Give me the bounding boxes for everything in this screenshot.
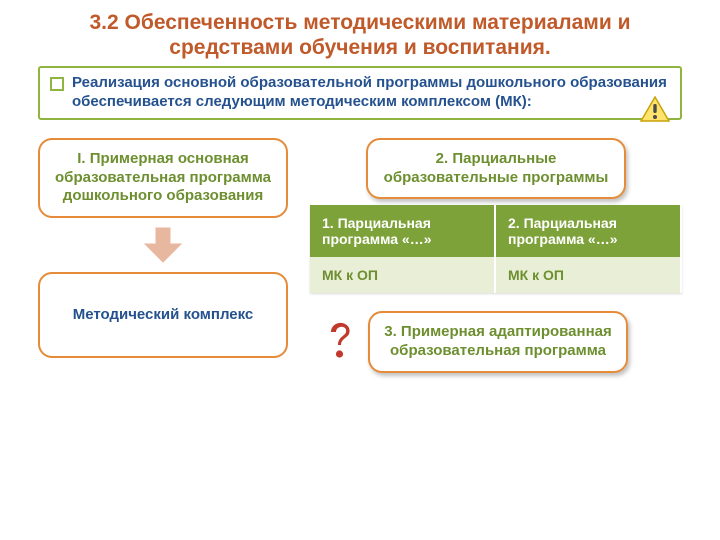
question-row: 3. Примерная адаптированная образователь… (324, 311, 628, 373)
table-cell: МК к ОП (495, 257, 681, 293)
bullet-square-icon (50, 77, 64, 91)
arrow-down-icon (141, 226, 185, 264)
intro-text: Реализация основной образовательной прог… (72, 74, 670, 112)
table-row: МК к ОПМК к ОП (310, 257, 681, 293)
slide-title: 3.2 Обеспеченность методическими материа… (38, 10, 682, 60)
left-column: I. Примерная основная образовательная пр… (38, 138, 288, 373)
intro-box: Реализация основной образовательной прог… (38, 66, 682, 120)
table-cell: МК к ОП (310, 257, 495, 293)
table-header-cell: 2. Парциальная программа «…» (495, 205, 681, 257)
box-primary-program: I. Примерная основная образовательная пр… (38, 138, 288, 218)
slide-root: 3.2 Обеспеченность методическими материа… (0, 0, 720, 540)
box-method-complex-text: Методический комплекс (73, 306, 254, 325)
partial-programs-table: 1. Парциальная программа «…»2. Парциальн… (310, 205, 682, 293)
box-adapted-program-text: 3. Примерная адаптированная образователь… (384, 323, 612, 359)
intro-row: Реализация основной образовательной прог… (50, 74, 670, 112)
columns: I. Примерная основная образовательная пр… (38, 138, 682, 373)
question-mark-icon (324, 320, 356, 364)
box-primary-program-text: I. Примерная основная образовательная пр… (55, 150, 271, 205)
box-partial-programs: 2. Парциальные образовательные программы (366, 138, 626, 200)
table-header-row: 1. Парциальная программа «…»2. Парциальн… (310, 205, 681, 257)
box-partial-programs-text: 2. Парциальные образовательные программы (384, 150, 609, 186)
table-header-cell: 1. Парциальная программа «…» (310, 205, 495, 257)
box-adapted-program: 3. Примерная адаптированная образователь… (368, 311, 628, 373)
warning-icon (640, 96, 670, 124)
right-column: 2. Парциальные образовательные программы… (310, 138, 682, 373)
table-body: МК к ОПМК к ОП (310, 257, 681, 293)
box-method-complex: Методический комплекс (38, 272, 288, 358)
